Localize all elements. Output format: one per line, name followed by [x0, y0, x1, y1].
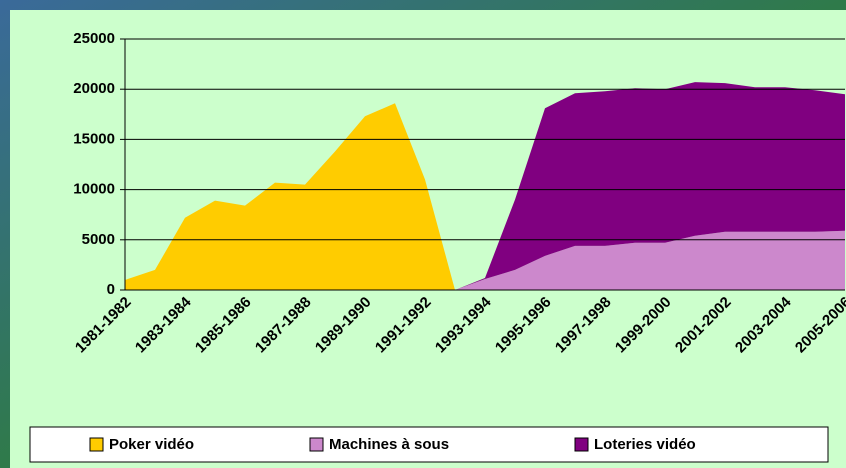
- y-tick-label: 10000: [73, 181, 115, 198]
- area: [125, 103, 845, 290]
- y-tick-label: 20000: [73, 80, 115, 97]
- legend-label: Machines à sous: [329, 436, 449, 453]
- legend-label: Poker vidéo: [109, 436, 194, 453]
- y-tick-label: 0: [107, 281, 115, 298]
- legend-swatch: [89, 437, 104, 452]
- area: [125, 82, 845, 290]
- legend-swatch: [309, 437, 324, 452]
- y-tick-label: 25000: [73, 30, 115, 47]
- legend: [29, 426, 829, 463]
- y-tick-label: 15000: [73, 130, 115, 147]
- legend-label: Loteries vidéo: [594, 436, 696, 453]
- legend-swatch: [574, 437, 589, 452]
- area: [125, 103, 845, 290]
- y-tick-label: 5000: [82, 231, 115, 248]
